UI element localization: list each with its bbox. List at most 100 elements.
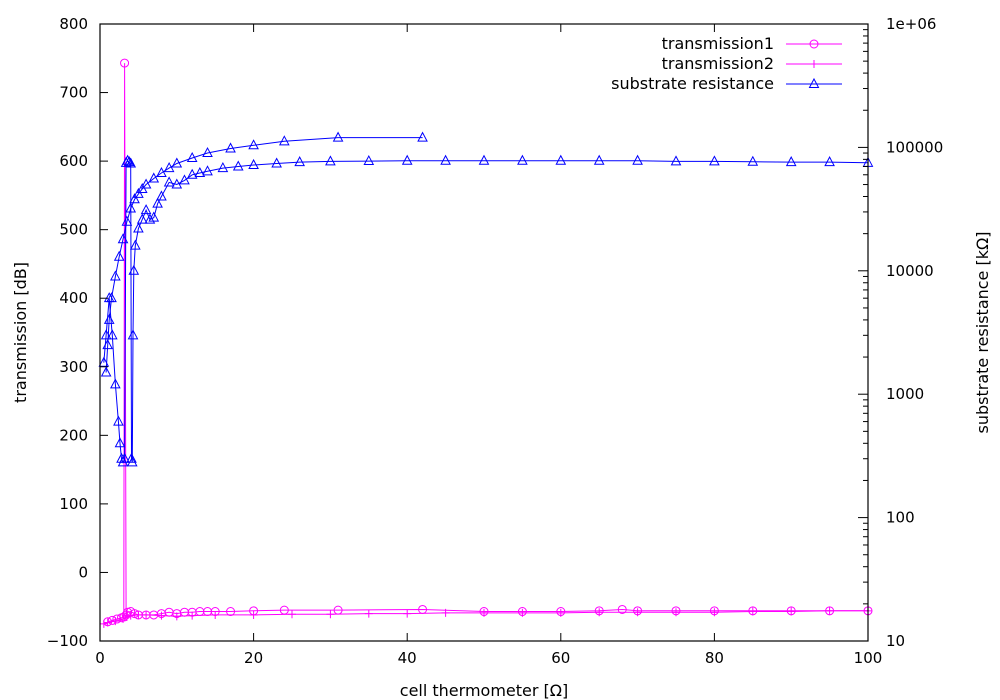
series-3 (98, 154, 874, 467)
plot-frame (99, 23, 869, 642)
data-point (710, 608, 719, 617)
legend-label: transmission2 (662, 54, 774, 73)
data-point (288, 610, 296, 619)
data-point (103, 292, 115, 303)
data-point (517, 154, 528, 165)
legend-marker (808, 77, 820, 88)
y2-tick-label: 10 (886, 632, 905, 650)
data-point (156, 190, 167, 201)
y-tick-label: 400 (59, 289, 88, 307)
series-layer (98, 58, 874, 628)
data-point (632, 154, 643, 165)
data-point (785, 156, 797, 167)
data-point (120, 58, 130, 68)
data-point (825, 606, 834, 615)
data-point (119, 615, 128, 624)
data-point (140, 204, 152, 215)
x-tick-label: 80 (705, 649, 724, 667)
data-point (417, 131, 428, 142)
data-point (122, 613, 131, 622)
data-point (555, 154, 567, 165)
data-point (217, 161, 229, 173)
legend-label: substrate resistance (611, 74, 774, 93)
data-point (157, 611, 166, 620)
series-2 (100, 131, 428, 377)
data-point (518, 608, 527, 617)
data-point (440, 154, 451, 165)
data-point (186, 151, 198, 163)
data-point (142, 610, 151, 619)
y-tick-label: 600 (59, 152, 88, 170)
data-point (148, 211, 160, 222)
data-point (363, 154, 375, 166)
data-point (633, 608, 642, 617)
data-point (152, 197, 163, 208)
data-point (326, 610, 335, 619)
data-point (133, 187, 144, 198)
data-point (670, 155, 682, 166)
data-point (148, 172, 160, 183)
y-axis-title: transmission [dB] (11, 262, 30, 403)
x-tick-label: 40 (398, 649, 417, 667)
series-line (107, 63, 868, 623)
data-point (106, 329, 118, 340)
data-point (709, 155, 720, 166)
series-0 (103, 58, 873, 627)
y2-tick-label: 1e+06 (886, 15, 936, 33)
data-point (226, 607, 236, 617)
y2-tick-label: 100 (886, 509, 915, 527)
data-point (172, 612, 181, 621)
x-axis-title: cell thermometer [Ω] (400, 681, 568, 700)
data-point (249, 610, 258, 619)
data-point (119, 452, 130, 463)
data-point (478, 154, 490, 165)
data-point (188, 611, 197, 620)
y-tick-label: 100 (59, 495, 88, 513)
data-point (113, 250, 125, 261)
data-point (99, 619, 108, 628)
y-tick-label: 700 (59, 84, 88, 102)
data-point (171, 157, 183, 168)
data-point (248, 139, 259, 150)
data-point (441, 608, 450, 617)
y-tick-label: 800 (59, 15, 88, 33)
data-point (110, 270, 121, 281)
y-tick-label: 200 (59, 426, 88, 444)
data-point (126, 611, 135, 620)
series-line (103, 159, 869, 464)
data-point (787, 607, 796, 616)
data-point (278, 135, 290, 146)
data-point (126, 456, 138, 467)
x-tick-label: 60 (551, 649, 570, 667)
data-point (113, 415, 124, 426)
data-point (595, 608, 604, 617)
data-point (271, 157, 282, 168)
data-point (194, 166, 206, 178)
data-point (480, 608, 488, 617)
legend-marker (809, 39, 819, 49)
data-point (129, 193, 140, 204)
y-tick-label: 300 (59, 358, 88, 376)
data-point (672, 608, 680, 617)
y2-tick-label: 100000 (886, 138, 943, 156)
data-point (144, 213, 156, 224)
data-point (126, 452, 137, 463)
y2-tick-label: 10000 (886, 262, 934, 280)
data-point (121, 215, 133, 226)
y2-tick-label: 1000 (886, 385, 924, 403)
legend-marker (810, 60, 818, 68)
data-point (100, 366, 112, 377)
axes-layer: 0 20 40 60 80 100 −100 0 100 200 300 400 500 600 700 80… (11, 15, 992, 700)
data-point (134, 610, 143, 619)
y-tick-label: 0 (78, 563, 88, 581)
x-tick-label: 0 (95, 649, 105, 667)
data-point (232, 160, 244, 171)
data-point (617, 604, 627, 614)
data-point (202, 165, 213, 176)
data-point (111, 617, 120, 626)
data-point (98, 356, 110, 367)
data-point (332, 131, 344, 142)
data-point (156, 166, 167, 178)
